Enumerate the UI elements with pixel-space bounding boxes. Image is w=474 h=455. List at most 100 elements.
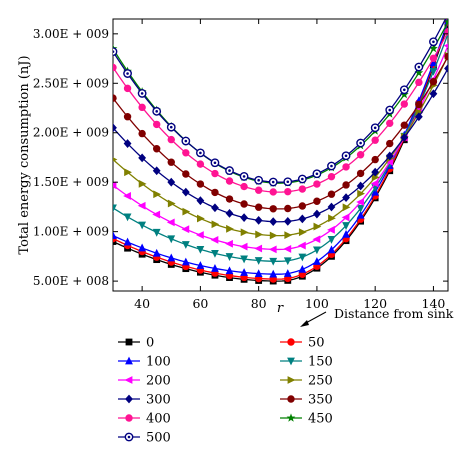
- point-250-1: [124, 168, 132, 177]
- point-350-7: [211, 188, 219, 197]
- legend-label-350: 350: [308, 393, 333, 408]
- point-400-2: [138, 103, 146, 112]
- point-200-11: [268, 245, 277, 254]
- point-250-10: [255, 230, 264, 239]
- legend-marker-500-center: [127, 435, 131, 439]
- legend-item-200: 200: [118, 374, 171, 389]
- point-500-1-center: [126, 72, 129, 75]
- point-350-18: [371, 155, 379, 164]
- point-200-17: [356, 198, 365, 206]
- point-400-21: [415, 78, 423, 87]
- x-tick-label-0: 40: [134, 296, 150, 311]
- legend-marker-200: [124, 376, 133, 384]
- point-400-8: [225, 177, 234, 185]
- point-450-21: [414, 68, 424, 77]
- legend-marker-150: [287, 357, 295, 366]
- point-500-17-center: [359, 141, 362, 145]
- point-350-15: [327, 190, 336, 198]
- point-200-13: [297, 241, 306, 250]
- point-100-22: [429, 58, 438, 67]
- point-100-16: [342, 229, 350, 238]
- point-300-7: [211, 203, 219, 213]
- y-tick-label-1: 1.00E + 009: [33, 225, 109, 239]
- point-100-11: [269, 269, 278, 278]
- legend-item-0: 0: [118, 336, 154, 351]
- point-150-10: [254, 257, 263, 265]
- point-350-3: [152, 145, 161, 153]
- series-350: [113, 52, 448, 213]
- legend-label-300: 300: [146, 393, 171, 408]
- point-250-5: [182, 207, 191, 216]
- point-400-17: [356, 151, 365, 159]
- point-350-8: [225, 195, 234, 203]
- y-tick-label-2: 1.50E + 009: [33, 175, 109, 189]
- series-400: [113, 28, 448, 196]
- point-500-19-center: [388, 108, 392, 112]
- point-200-19: [385, 158, 394, 166]
- point-400-18: [371, 136, 379, 144]
- point-300-5: [181, 187, 190, 197]
- point-100-5: [181, 257, 190, 266]
- point-350-0: [113, 94, 117, 102]
- x-tick-label-2: 80: [251, 296, 267, 311]
- point-250-6: [196, 214, 205, 223]
- point-500-10-center: [257, 178, 260, 182]
- point-300-8: [225, 209, 234, 218]
- legend-item-400: 400: [118, 412, 171, 427]
- legend-label-450: 450: [308, 412, 333, 427]
- point-150-8: [225, 253, 234, 261]
- point-250-9: [240, 228, 249, 237]
- legend-label-250: 250: [308, 374, 333, 389]
- point-350-12: [284, 204, 292, 213]
- point-500-3-center: [155, 110, 158, 113]
- point-350-10: [254, 203, 263, 211]
- point-200-10: [254, 244, 263, 253]
- legend-marker-450: [286, 413, 296, 422]
- point-500-8-center: [228, 169, 231, 172]
- point-400-16: [342, 163, 350, 171]
- point-200-9: [239, 242, 248, 251]
- point-250-8: [226, 224, 234, 233]
- point-400-14: [313, 180, 321, 188]
- point-500-23-center: [447, 13, 450, 16]
- point-300-13: [298, 214, 307, 224]
- point-200-7: [210, 235, 219, 244]
- y-tick-label-4: 2.50E + 009: [33, 76, 109, 90]
- point-150-17: [356, 204, 365, 213]
- point-200-6: [195, 231, 204, 239]
- point-500-0-center: [113, 50, 115, 53]
- point-300-2: [138, 153, 147, 163]
- point-500-20-center: [403, 88, 406, 92]
- point-400-7: [211, 169, 219, 178]
- point-350-1: [123, 113, 132, 121]
- point-500-21-center: [417, 65, 421, 69]
- point-350-13: [298, 202, 307, 210]
- point-150-7: [211, 249, 219, 258]
- point-400-20: [400, 100, 409, 108]
- point-300-19: [385, 151, 394, 161]
- point-350-5: [182, 170, 190, 178]
- point-250-11: [269, 231, 278, 240]
- point-100-14: [313, 257, 321, 265]
- point-100-7: [211, 264, 219, 272]
- point-300-21: [414, 112, 423, 122]
- point-500-16-center: [344, 154, 348, 158]
- point-100-10: [254, 269, 263, 278]
- point-300-6: [196, 196, 205, 206]
- point-400-0: [113, 63, 117, 72]
- point-200-2: [137, 201, 146, 210]
- point-400-5: [182, 149, 190, 157]
- point-350-9: [240, 200, 248, 208]
- point-250-18: [371, 173, 380, 182]
- point-150-4: [167, 235, 176, 244]
- point-200-16: [341, 213, 350, 222]
- point-350-22: [429, 78, 438, 86]
- point-150-12: [283, 257, 292, 266]
- point-150-5: [181, 241, 190, 249]
- point-500-0: [113, 47, 118, 57]
- point-100-3: [152, 248, 161, 257]
- legend-item-500: 500: [118, 431, 171, 446]
- point-250-0: [113, 157, 118, 162]
- point-500-11-center: [271, 180, 275, 184]
- point-350-16: [342, 181, 350, 189]
